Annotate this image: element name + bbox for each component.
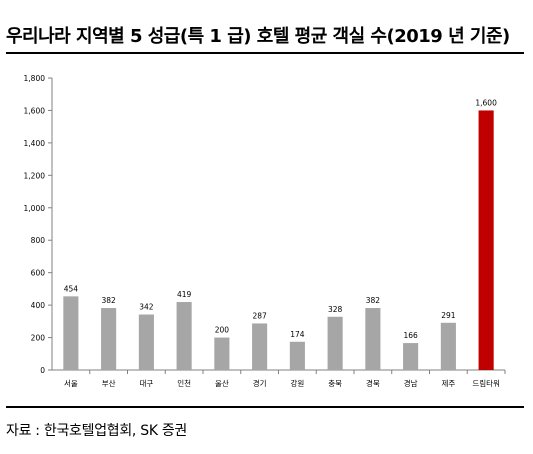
data-label: 382 xyxy=(366,296,381,305)
y-tick-label: 1,600 xyxy=(24,106,46,115)
data-label: 342 xyxy=(139,303,154,312)
x-tick-label: 강원 xyxy=(290,378,304,388)
x-tick-label: 서울 xyxy=(64,379,78,388)
source-note: 자료 : 한국호텔업협회, SK 증권 xyxy=(6,423,188,439)
data-label: 328 xyxy=(328,305,343,314)
x-tick-label: 부산 xyxy=(102,378,116,388)
y-tick-label: 1,800 xyxy=(24,74,46,83)
data-label: 174 xyxy=(290,330,305,339)
data-label: 291 xyxy=(441,311,456,320)
data-label: 200 xyxy=(215,326,230,335)
data-label: 419 xyxy=(177,290,192,299)
y-tick-label: 200 xyxy=(31,334,46,343)
y-tick-label: 1,200 xyxy=(24,171,46,180)
bar xyxy=(440,322,456,370)
y-tick-label: 1,400 xyxy=(24,139,46,148)
bar xyxy=(214,337,230,370)
x-tick-label: 경기 xyxy=(253,378,267,388)
x-tick-label: 울산 xyxy=(215,378,229,388)
bar xyxy=(403,343,419,370)
x-tick-label: 인천 xyxy=(177,378,191,388)
x-tick-label: 제주 xyxy=(441,379,455,388)
data-label: 166 xyxy=(403,331,418,340)
y-tick-label: 600 xyxy=(31,269,46,278)
bar xyxy=(252,323,268,370)
bar xyxy=(176,302,192,370)
data-label: 382 xyxy=(101,296,116,305)
y-tick-label: 0 xyxy=(40,366,45,375)
x-tick-label: 충북 xyxy=(328,379,342,388)
page-title: 우리나라 지역별 5 성급(특 1 급) 호텔 평균 객실 수(2019 년 기… xyxy=(6,26,510,47)
title-divider xyxy=(6,52,524,54)
bar xyxy=(63,296,79,370)
x-tick-label: 대구 xyxy=(139,379,153,388)
y-tick-label: 1,000 xyxy=(24,204,46,213)
source-divider xyxy=(6,406,524,408)
bar xyxy=(101,308,117,370)
bar xyxy=(138,314,154,370)
bar xyxy=(478,110,494,370)
x-tick-label: 드림타워 xyxy=(472,379,500,388)
data-label: 1,600 xyxy=(475,98,497,107)
data-label: 287 xyxy=(252,311,267,320)
y-tick-label: 400 xyxy=(31,301,46,310)
data-label: 454 xyxy=(64,284,79,293)
y-tick-label: 800 xyxy=(31,236,46,245)
x-tick-label: 경남 xyxy=(404,378,418,388)
bar xyxy=(365,308,381,370)
x-tick-label: 경북 xyxy=(366,378,380,388)
bar xyxy=(327,316,343,370)
bar xyxy=(289,341,305,370)
